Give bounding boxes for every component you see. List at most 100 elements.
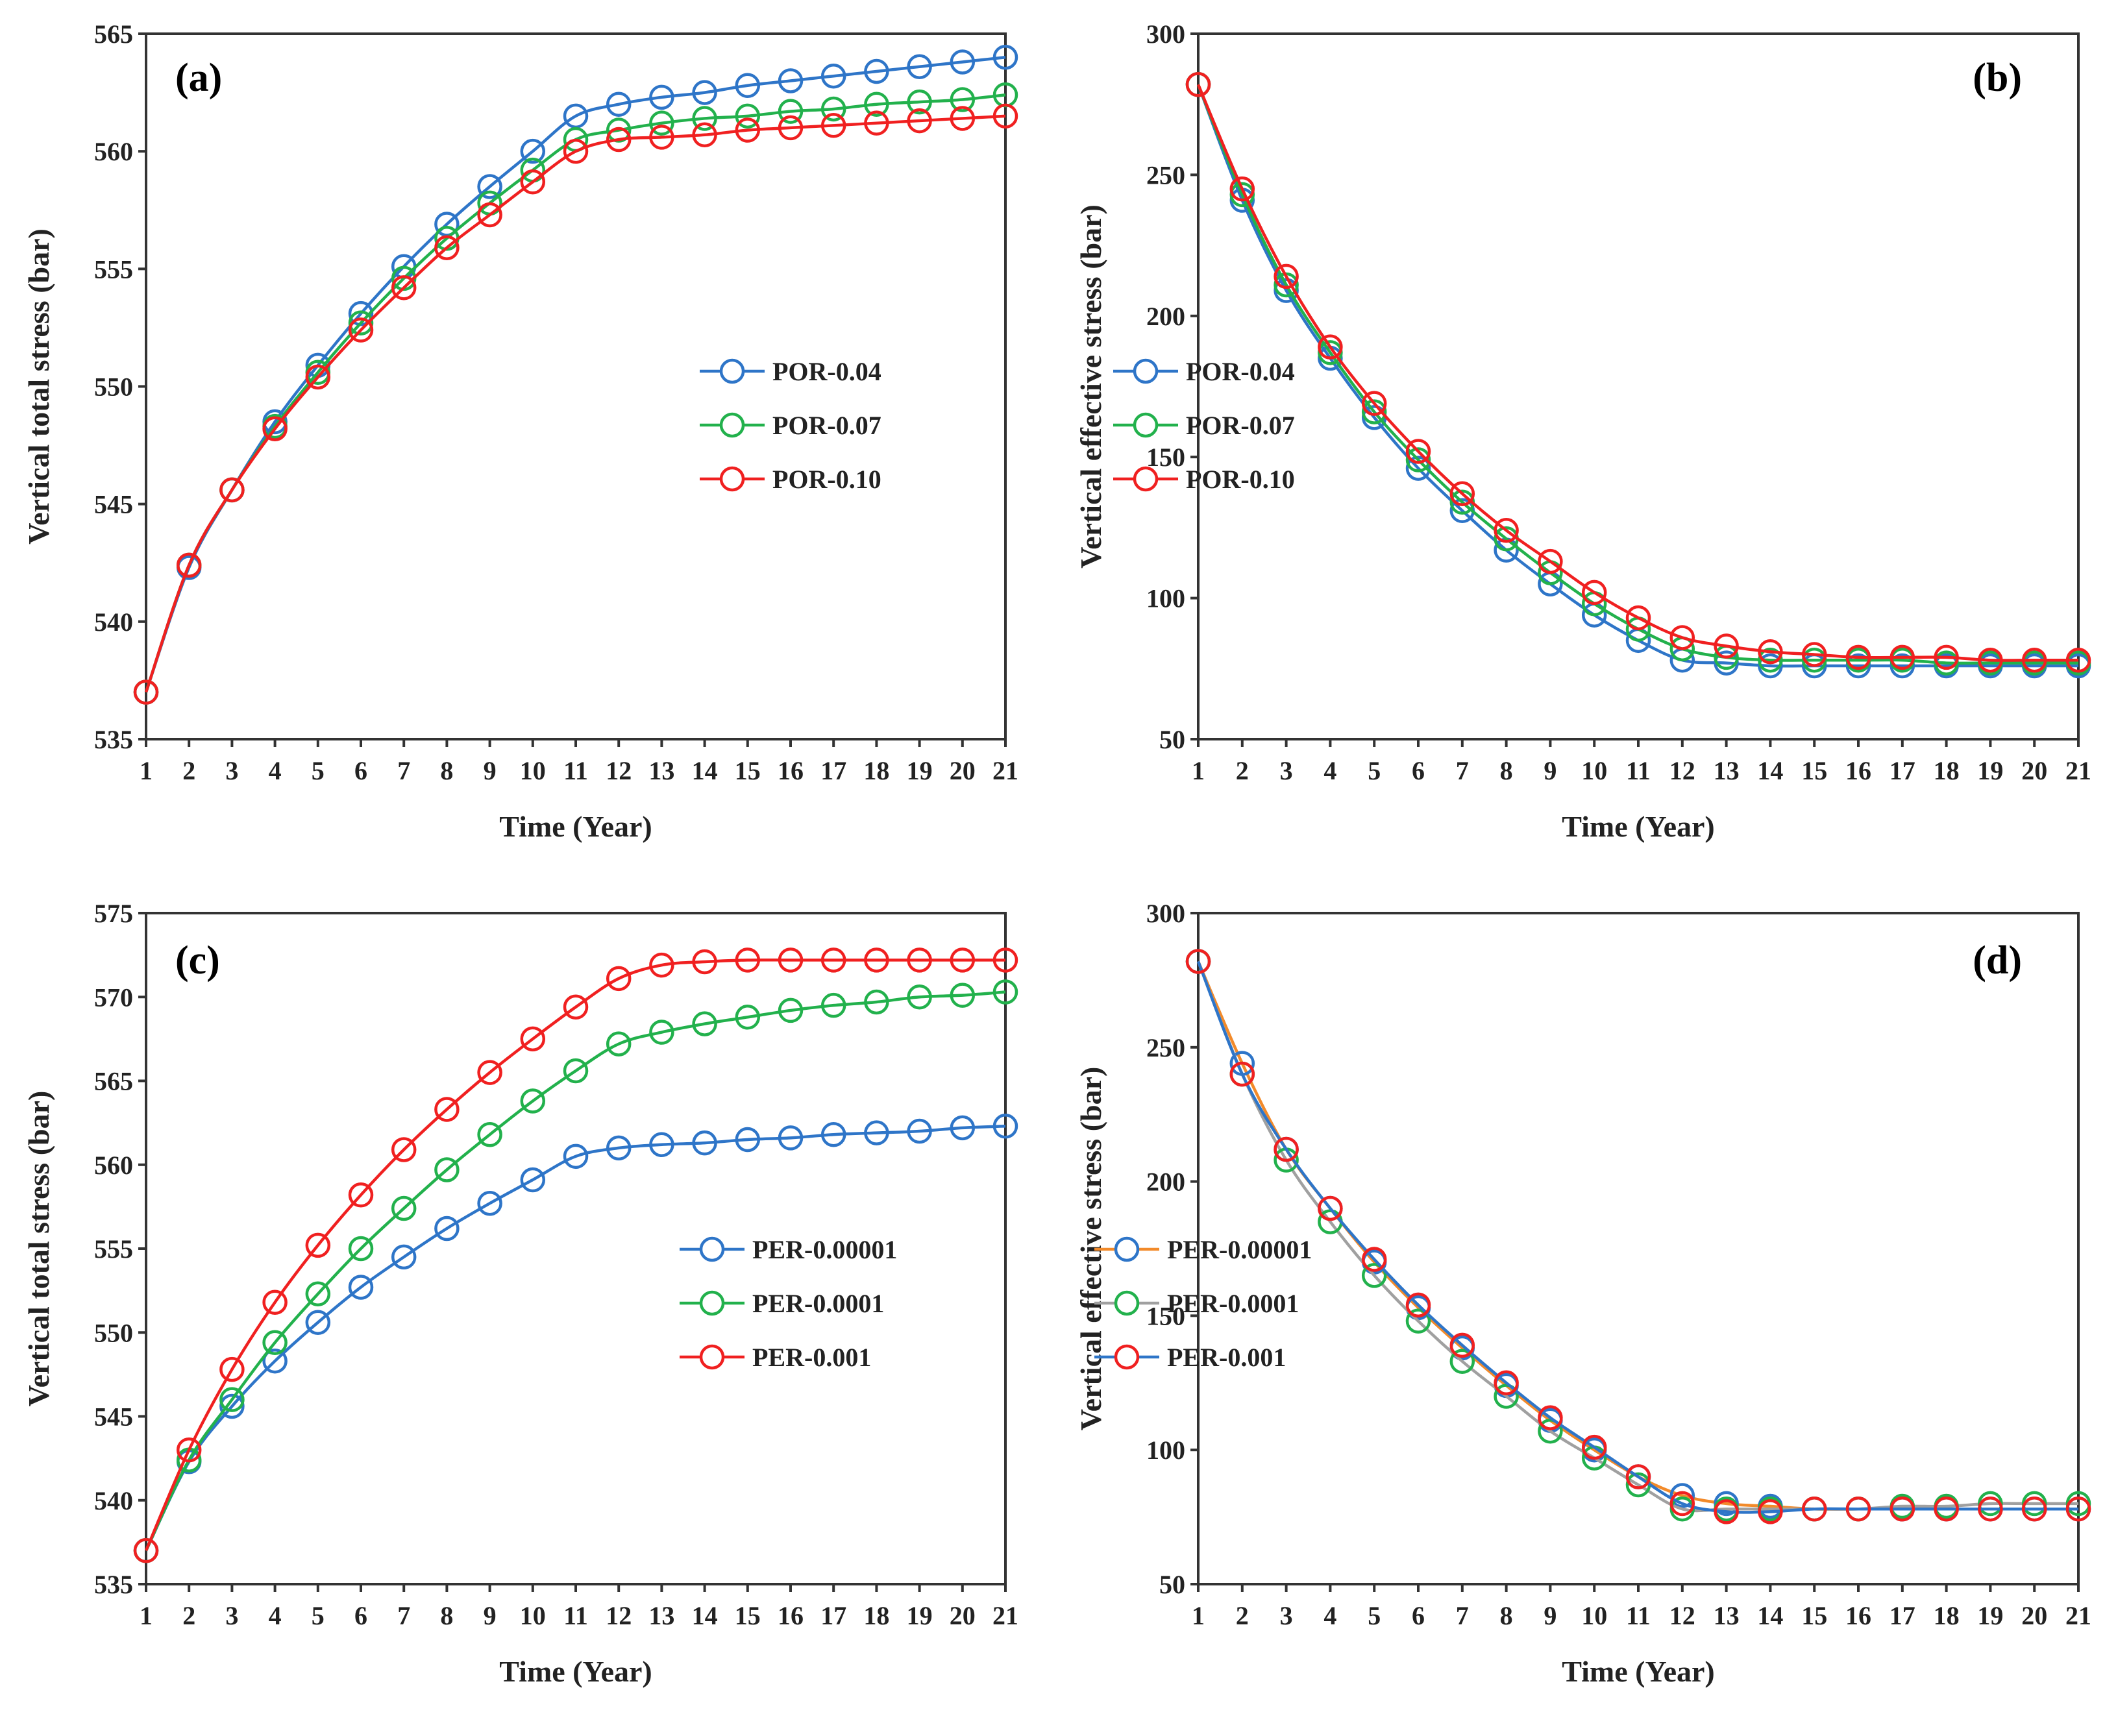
x-tick-label: 8 xyxy=(440,1601,453,1630)
data-point xyxy=(1185,949,1211,974)
data-point xyxy=(1669,1491,1695,1517)
y-tick-label: 100 xyxy=(1146,584,1185,613)
data-point xyxy=(1494,517,1519,543)
x-tick-label: 12 xyxy=(606,1601,632,1630)
series-POR-0.04 xyxy=(1185,72,2091,679)
data-point xyxy=(820,947,846,973)
series-line xyxy=(144,93,1006,693)
legend-label: POR-0.10 xyxy=(772,465,881,494)
y-axis-title: Vertical total stress (bar) xyxy=(22,228,55,544)
data-point xyxy=(1538,548,1563,574)
y-tick-label: 570 xyxy=(94,983,133,1012)
data-point xyxy=(1934,1496,1959,1522)
data-point xyxy=(1274,1136,1299,1162)
data-point xyxy=(133,679,159,705)
data-point xyxy=(1274,263,1299,289)
data-point xyxy=(778,99,804,124)
x-axis-title: Time (Year) xyxy=(1562,1655,1714,1688)
data-point xyxy=(391,275,417,300)
data-point xyxy=(434,1157,460,1182)
y-tick-label: 545 xyxy=(94,490,133,519)
x-tick-label: 21 xyxy=(992,1601,1018,1630)
data-point xyxy=(176,552,202,578)
y-tick-label: 565 xyxy=(94,1067,133,1096)
x-tick-label: 17 xyxy=(820,1601,846,1630)
series-PER-0.0001 xyxy=(133,979,1018,1563)
y-tick-label: 150 xyxy=(1146,1301,1185,1330)
data-point xyxy=(1845,644,1871,670)
x-tick-label: 7 xyxy=(397,756,410,785)
data-point xyxy=(692,1130,717,1156)
data-point xyxy=(348,1236,374,1262)
data-point xyxy=(1890,1496,1915,1522)
data-point xyxy=(2021,648,2047,673)
data-point xyxy=(1494,1384,1519,1409)
x-tick-label: 3 xyxy=(1280,1601,1293,1630)
data-point xyxy=(778,997,804,1023)
data-point xyxy=(864,1120,889,1145)
data-point xyxy=(907,947,932,973)
data-point xyxy=(348,1182,374,1208)
x-tick-label: 17 xyxy=(1890,756,1915,785)
x-tick-label: 19 xyxy=(907,756,933,785)
legend-marker xyxy=(1114,1344,1140,1370)
data-point xyxy=(692,80,717,105)
data-point xyxy=(1669,1483,1695,1508)
x-tick-label: 20 xyxy=(2021,756,2047,785)
legend-label: POR-0.04 xyxy=(772,357,881,386)
data-point xyxy=(735,1127,761,1153)
data-point xyxy=(778,115,804,141)
data-point xyxy=(219,477,245,503)
data-point xyxy=(1758,648,1783,673)
y-tick-label: 560 xyxy=(94,137,133,166)
y-axis-title: Vertical effective stress (bar) xyxy=(1074,204,1107,568)
y-axis-title: Vertical total stress (bar) xyxy=(22,1091,55,1407)
x-tick-label: 10 xyxy=(1581,756,1607,785)
x-tick-label: 7 xyxy=(1456,1601,1469,1630)
data-point xyxy=(563,138,589,164)
legend-marker xyxy=(719,466,745,492)
legend-marker xyxy=(1133,466,1159,492)
series-PER-0.00001 xyxy=(133,1114,1018,1563)
series-PER-0.001 xyxy=(1185,949,2091,1524)
data-point xyxy=(1978,1496,2003,1522)
x-tick-label: 14 xyxy=(1757,1601,1783,1630)
series-POR-0.04 xyxy=(133,44,1018,705)
x-tick-label: 16 xyxy=(778,756,804,785)
x-tick-label: 18 xyxy=(863,1601,889,1630)
data-point xyxy=(649,125,674,150)
x-tick-label: 2 xyxy=(182,1601,195,1630)
plot-frame xyxy=(1197,32,2080,740)
data-point xyxy=(176,1437,202,1463)
x-tick-label: 16 xyxy=(778,1601,804,1630)
x-tick-label: 1 xyxy=(1192,1601,1205,1630)
data-point xyxy=(606,127,632,153)
y-tick-label: 250 xyxy=(1146,1033,1185,1062)
x-tick-label: 20 xyxy=(950,1601,976,1630)
x-tick-label: 7 xyxy=(397,1601,410,1630)
x-tick-label: 15 xyxy=(1801,756,1827,785)
x-tick-label: 12 xyxy=(1669,756,1695,785)
x-tick-label: 6 xyxy=(1412,1601,1425,1630)
x-tick-label: 12 xyxy=(1669,1601,1695,1630)
data-point xyxy=(992,1114,1018,1139)
x-tick-label: 16 xyxy=(1845,1601,1871,1630)
x-tick-label: 3 xyxy=(1280,756,1293,785)
data-point xyxy=(563,1058,589,1084)
legend-marker xyxy=(719,358,745,384)
series-line xyxy=(144,55,1006,693)
data-point xyxy=(820,63,846,89)
x-tick-label: 5 xyxy=(312,1601,325,1630)
x-tick-label: 8 xyxy=(440,756,453,785)
data-point xyxy=(434,1216,460,1241)
series-PER-0.0001 xyxy=(1185,949,2091,1522)
legend-marker xyxy=(719,412,745,438)
legend-label: POR-0.07 xyxy=(772,411,881,440)
series-POR-0.10 xyxy=(1185,72,2091,673)
series-line xyxy=(1196,84,2078,668)
data-point xyxy=(305,364,331,390)
series-line xyxy=(1196,960,2078,1511)
y-tick-label: 555 xyxy=(94,1234,133,1264)
x-tick-label: 8 xyxy=(1500,1601,1513,1630)
